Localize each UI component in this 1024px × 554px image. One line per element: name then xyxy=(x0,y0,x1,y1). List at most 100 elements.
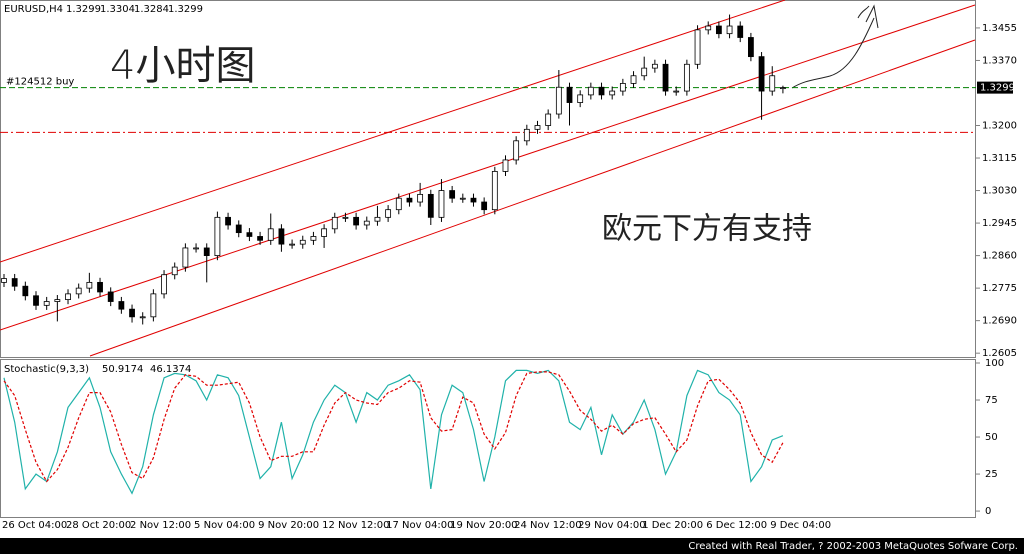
chart-title: EURUSD,H4 xyxy=(4,4,63,15)
candle-body xyxy=(748,37,754,58)
candle-body xyxy=(587,86,594,96)
candle-body xyxy=(299,239,306,245)
candle-body xyxy=(630,75,637,84)
x-tick-label: 5 Nov 04:00 xyxy=(194,520,255,531)
candle-body xyxy=(246,232,253,237)
candle-body xyxy=(641,67,648,77)
candle-body xyxy=(470,197,477,203)
indicator-title: Stochastic(9,3,3) xyxy=(4,364,89,375)
x-tick-label: 29 Nov 04:00 xyxy=(578,520,645,531)
candle-body xyxy=(171,266,178,276)
candle-body xyxy=(780,87,786,90)
order-label: #124512 buy xyxy=(6,77,74,88)
candle-body xyxy=(257,236,263,241)
y-tick-label: 50 xyxy=(985,432,998,443)
candle-body xyxy=(438,190,445,218)
candle-body xyxy=(566,86,573,103)
candle-body xyxy=(555,86,562,115)
candle-body xyxy=(342,216,349,219)
candle-body xyxy=(502,159,509,172)
candle-body xyxy=(43,301,50,306)
candle-body xyxy=(235,224,242,234)
x-tick-label: 6 Dec 12:00 xyxy=(706,520,767,531)
y-tick-label: 1.2690 xyxy=(982,316,1017,327)
candle-body xyxy=(395,197,402,211)
candle-body xyxy=(118,301,125,310)
candle-body xyxy=(683,63,690,92)
candle-body xyxy=(321,228,328,237)
candle-body xyxy=(22,285,29,297)
candle-body xyxy=(385,209,392,218)
candle-body xyxy=(267,228,274,241)
y-tick-label: 1.2775 xyxy=(982,283,1017,294)
header-high: 1.3304 xyxy=(100,4,135,15)
candle-body xyxy=(86,281,93,289)
candle-body xyxy=(662,63,669,92)
channel-lower xyxy=(89,39,976,357)
candle-body xyxy=(107,291,114,302)
candle-body xyxy=(577,94,584,103)
candle-body xyxy=(545,113,552,126)
x-tick-label: 1 Dec 20:00 xyxy=(642,520,703,531)
candle-body xyxy=(139,316,146,319)
candle-body xyxy=(353,216,360,226)
candle-body xyxy=(513,140,520,161)
candle-body xyxy=(54,299,61,302)
hand-arrow xyxy=(791,4,879,89)
candle-body xyxy=(193,247,199,250)
candle-body xyxy=(331,216,338,230)
x-tick-label: 24 Nov 12:00 xyxy=(514,520,581,531)
candle-body xyxy=(214,216,221,257)
price-box xyxy=(977,81,1013,94)
candle-body xyxy=(33,295,39,306)
candle-body xyxy=(758,56,765,92)
header-open: 1.3299 xyxy=(66,4,101,15)
x-tick-label: 26 Oct 04:00 xyxy=(2,520,67,531)
candle-body xyxy=(182,247,189,268)
y-tick-label: 1.2605 xyxy=(982,348,1017,359)
candle-body xyxy=(769,75,776,92)
candle-body xyxy=(694,29,701,65)
channel-upper xyxy=(0,0,786,263)
y-tick-label: 1.3115 xyxy=(982,153,1017,164)
x-tick-label: 19 Nov 20:00 xyxy=(450,520,517,531)
candle-body xyxy=(289,243,295,246)
candle-body xyxy=(673,90,680,93)
candle-body xyxy=(715,25,722,35)
candle-body xyxy=(417,193,424,203)
y-tick-label: 0 xyxy=(985,506,991,517)
candle-body xyxy=(523,128,530,142)
y-tick-label: 1.3455 xyxy=(982,23,1017,34)
candle-body xyxy=(225,216,231,226)
y-tick-label: 1.3200 xyxy=(982,121,1017,132)
candle-body xyxy=(1,278,7,283)
candle-body xyxy=(97,281,103,293)
y-tick-label: 1.3370 xyxy=(982,55,1017,66)
candle-body xyxy=(449,190,456,199)
candle-body xyxy=(11,278,18,287)
candle-body xyxy=(203,247,210,257)
indicator-signal-value: 46.1374 xyxy=(150,364,191,375)
indicator-panel-frame xyxy=(0,359,976,518)
candle-body xyxy=(75,287,82,295)
candle-body xyxy=(427,193,434,218)
y-tick-label: 100 xyxy=(985,358,1004,369)
y-tick-label: 1.2860 xyxy=(982,251,1017,262)
candle-body xyxy=(705,25,712,31)
annotation: 4小时图 xyxy=(110,43,255,89)
candle-body xyxy=(161,274,167,295)
header-close: 1.3299 xyxy=(168,4,203,15)
candle-body xyxy=(406,197,413,203)
candle-body xyxy=(65,293,71,301)
candle-body xyxy=(726,25,733,35)
candle-body xyxy=(310,236,317,241)
candle-body xyxy=(150,293,157,318)
main-panel-frame xyxy=(0,0,976,358)
x-tick-label: 12 Nov 12:00 xyxy=(322,520,389,531)
y-tick-label: 25 xyxy=(985,469,998,480)
candle-body xyxy=(619,83,626,92)
candle-body xyxy=(481,201,488,211)
